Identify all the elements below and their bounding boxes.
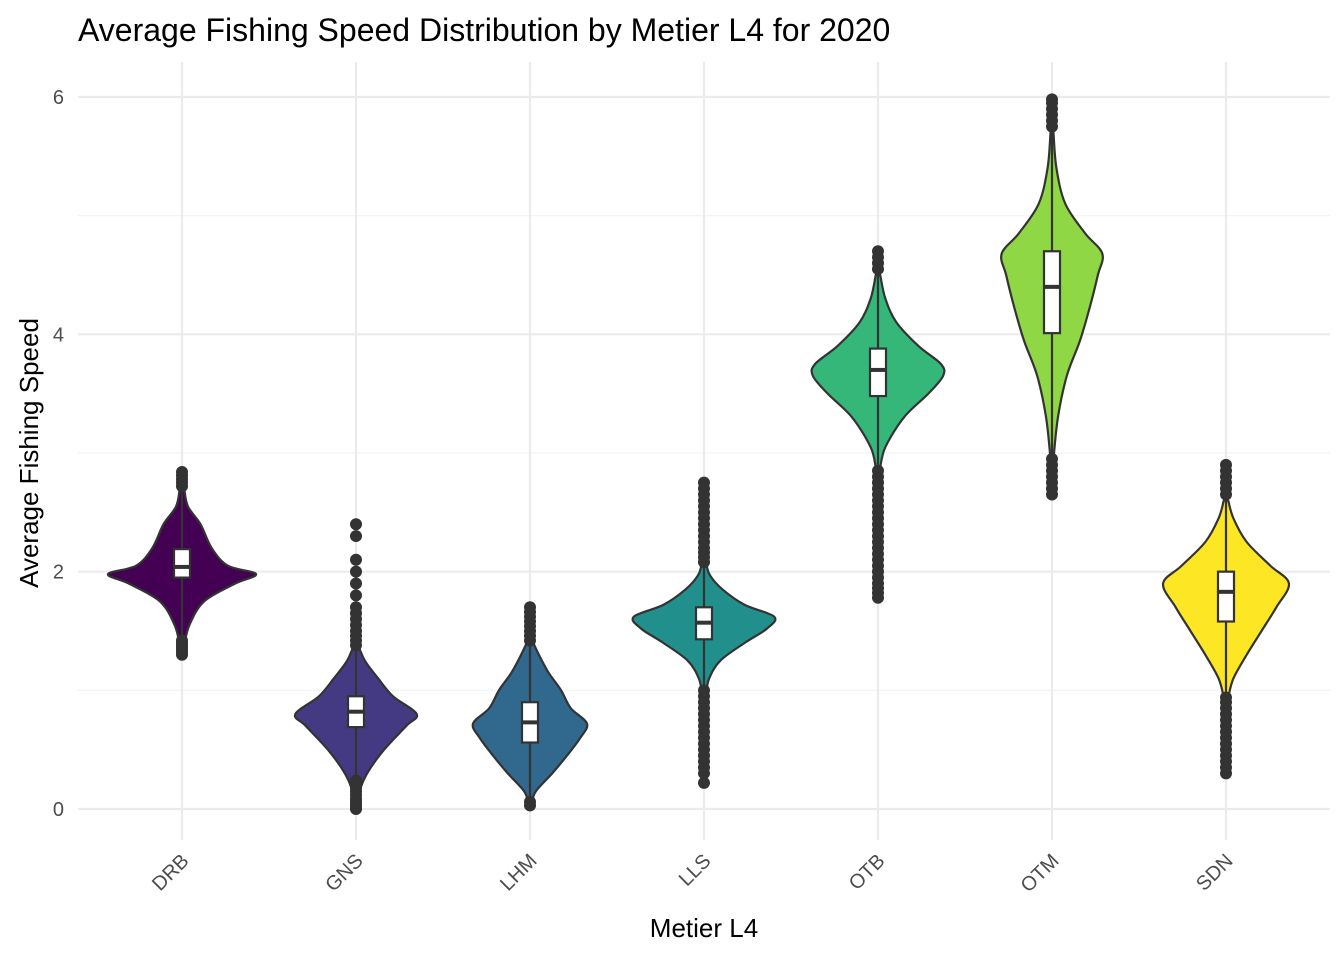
chart-title: Average Fishing Speed Distribution by Me… [78,12,890,48]
outlier-point [350,553,362,566]
violin-otb [810,245,946,604]
outlier-point [350,774,362,787]
x-tick-label: DRB [148,850,193,895]
y-tick-label: 4 [53,324,64,346]
box-iqr [1216,570,1236,623]
outlier-point [176,465,188,478]
outlier-point [524,795,536,808]
x-tick-label: LHM [496,850,541,895]
outlier-point [698,684,710,697]
violin-otm [1000,93,1104,501]
violin-lls [631,476,777,789]
outlier-point [350,565,362,578]
y-tick-label: 6 [53,87,64,109]
y-axis-tick-labels: 0 2 4 6 [53,87,64,821]
y-axis-title: Average Fishing Speed [14,318,44,588]
x-axis-title: Metier L4 [650,913,758,943]
outlier-point [176,634,188,647]
outlier-point [698,476,710,489]
outlier-point [524,601,536,614]
violin-gns [293,518,419,815]
y-tick-label: 2 [53,562,64,584]
y-tick-label: 0 [53,799,64,821]
outlier-point [350,589,362,602]
outlier-point [350,577,362,590]
outlier-point [698,776,710,789]
outlier-point [1220,458,1232,471]
box-iqr [1042,250,1062,335]
outlier-point [350,601,362,614]
outlier-point [350,530,362,543]
box-iqr [868,347,888,398]
x-axis-tick-labels: DRB GNS LHM LLS OTB OTM SDN [148,850,1237,897]
outlier-point [872,464,884,477]
outlier-point [1046,93,1058,106]
violins [106,93,1291,815]
x-tick-label: OTB [845,850,890,895]
x-tick-label: OTM [1017,850,1064,897]
outlier-point [350,518,362,531]
violin-sdn [1161,458,1291,780]
outlier-point [1046,452,1058,465]
x-tick-label: GNS [321,850,367,896]
x-tick-label: SDN [1192,850,1237,895]
x-tick-label: LLS [675,850,716,891]
outlier-point [1220,691,1232,704]
violin-lhm [471,601,589,812]
outlier-point [872,245,884,258]
box-iqr [172,548,192,579]
violin-drb [106,465,258,661]
